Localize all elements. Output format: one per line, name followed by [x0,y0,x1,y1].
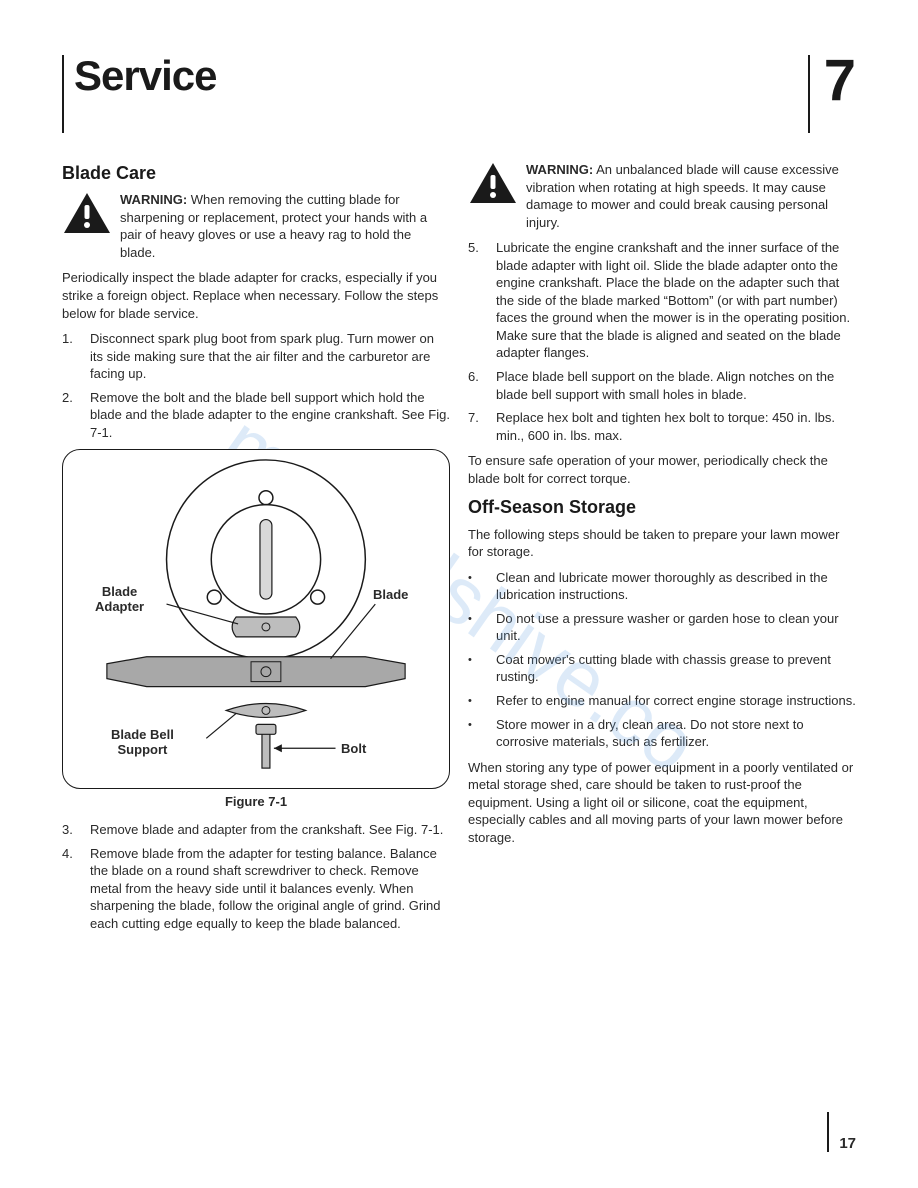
step-number: 5. [468,239,496,362]
steps-list-c: 5.Lubricate the engine crankshaft and th… [468,239,856,444]
list-item: 7.Replace hex bolt and tighten hex bolt … [468,409,856,444]
content-columns: Blade Care WARNING: When removing the cu… [62,161,856,940]
bullet-text: Clean and lubricate mower thoroughly as … [496,569,856,604]
step-number: 3. [62,821,90,839]
step-text: Remove the bolt and the blade bell suppo… [90,389,450,442]
chapter-number: 7 [824,55,856,107]
list-item: 6.Place blade bell support on the blade.… [468,368,856,403]
figure-label-bolt: Bolt [341,742,366,756]
bullet-text: Store mower in a dry, clean area. Do not… [496,716,856,751]
list-item: 2.Remove the bolt and the blade bell sup… [62,389,450,442]
list-item: Store mower in a dry, clean area. Do not… [468,716,856,751]
list-item: 1.Disconnect spark plug boot from spark … [62,330,450,383]
figure-label-blade: Blade [373,588,408,602]
step-text: Replace hex bolt and tighten hex bolt to… [496,409,856,444]
figure-label-bell-support: Blade Bell Support [111,728,174,757]
bullet-text: Coat mower's cutting blade with chassis … [496,651,856,686]
step-number: 4. [62,845,90,933]
figure-label-blade-adapter: Blade Adapter [95,585,144,614]
section-heading-storage: Off-Season Storage [468,495,856,519]
warning-label: WARNING: [120,192,187,207]
intro-paragraph: Periodically inspect the blade adapter f… [62,269,450,322]
steps-list-b: 3.Remove blade and adapter from the cran… [62,821,450,932]
warning-text: WARNING: An unbalanced blade will cause … [526,161,856,231]
list-item: Coat mower's cutting blade with chassis … [468,651,856,686]
warning-block: WARNING: When removing the cutting blade… [62,191,450,261]
page-number-rule: 17 [827,1112,856,1152]
step-number: 6. [468,368,496,403]
page-number: 17 [839,1135,856,1152]
figure-7-1: Blade Adapter Blade Blade Bell Support B… [62,449,450,789]
step-number: 2. [62,389,90,442]
chapter-rule: 7 [808,55,856,133]
warning-icon [468,161,518,205]
figure-caption: Figure 7-1 [62,793,450,811]
step-text: Lubricate the engine crankshaft and the … [496,239,856,362]
list-item: 5.Lubricate the engine crankshaft and th… [468,239,856,362]
warning-block: WARNING: An unbalanced blade will cause … [468,161,856,231]
bullet-list: Clean and lubricate mower thoroughly as … [468,569,856,751]
step-number: 7. [468,409,496,444]
list-item: Clean and lubricate mower thoroughly as … [468,569,856,604]
step-number: 1. [62,330,90,383]
warning-label: WARNING: [526,162,593,177]
left-column: Blade Care WARNING: When removing the cu… [62,161,450,940]
outro-paragraph-2: When storing any type of power equipment… [468,759,856,847]
step-text: Remove blade from the adapter for testin… [90,845,450,933]
intro-paragraph-2: The following steps should be taken to p… [468,526,856,561]
outro-paragraph: To ensure safe operation of your mower, … [468,452,856,487]
step-text: Disconnect spark plug boot from spark pl… [90,330,450,383]
page-header: Service 7 [62,55,856,133]
list-item: Refer to engine manual for correct engin… [468,692,856,710]
bullet-text: Refer to engine manual for correct engin… [496,692,856,710]
list-item: 4.Remove blade from the adapter for test… [62,845,450,933]
warning-text: WARNING: When removing the cutting blade… [120,191,450,261]
title-rule: Service [62,55,216,133]
step-text: Place blade bell support on the blade. A… [496,368,856,403]
list-item: Do not use a pressure washer or garden h… [468,610,856,645]
step-text: Remove blade and adapter from the cranks… [90,821,450,839]
warning-icon [62,191,112,235]
list-item: 3.Remove blade and adapter from the cran… [62,821,450,839]
bullet-text: Do not use a pressure washer or garden h… [496,610,856,645]
page-title: Service [74,55,216,97]
section-heading-blade-care: Blade Care [62,161,450,185]
right-column: WARNING: An unbalanced blade will cause … [468,161,856,940]
steps-list-a: 1.Disconnect spark plug boot from spark … [62,330,450,441]
